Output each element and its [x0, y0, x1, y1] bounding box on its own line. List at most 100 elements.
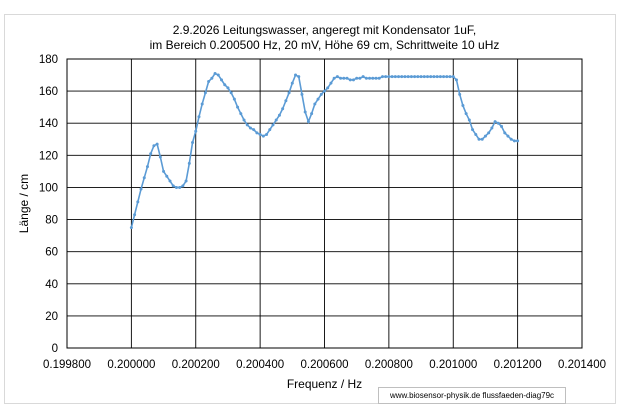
data-point: [390, 75, 394, 79]
data-point: [329, 81, 333, 85]
data-point: [326, 86, 330, 90]
y-tick-label: 20: [45, 311, 58, 323]
data-point: [129, 226, 133, 230]
data-point: [271, 123, 275, 127]
data-point: [248, 126, 252, 130]
data-point: [384, 75, 388, 79]
data-point: [380, 75, 384, 79]
data-point: [133, 213, 137, 217]
data-point: [419, 75, 423, 79]
data-point: [223, 83, 227, 87]
data-point: [467, 118, 471, 122]
data-point: [174, 185, 178, 189]
data-point: [310, 112, 314, 116]
x-tick-label: 0.200400: [236, 359, 284, 371]
data-point: [290, 81, 294, 85]
y-tick-label: 120: [39, 150, 58, 162]
data-point: [145, 165, 149, 169]
plot-area-border: [66, 58, 583, 349]
y-tick-label: 180: [39, 54, 58, 66]
data-point: [184, 179, 188, 183]
data-point: [464, 112, 468, 116]
y-tick-label: 100: [39, 182, 58, 194]
data-point: [274, 118, 278, 122]
y-tick-label: 0: [52, 343, 58, 355]
data-point: [197, 115, 201, 119]
data-point: [377, 76, 381, 80]
data-point: [506, 134, 510, 138]
data-point: [387, 75, 391, 79]
data-point: [483, 134, 487, 138]
axes: [66, 58, 583, 349]
data-point: [461, 104, 465, 108]
data-point: [429, 75, 433, 79]
data-point: [487, 131, 491, 135]
data-point: [242, 118, 246, 122]
data-point: [203, 91, 207, 95]
source-credit[interactable]: www.biosensor-physik.de flussfaeden-diag…: [378, 387, 566, 404]
chart-title-line: im Bereich 0.200500 Hz, 20 mV, Höhe 69 c…: [150, 38, 500, 52]
x-axis-label: Frequenz / Hz: [287, 377, 362, 391]
data-point: [245, 123, 249, 127]
data-point: [200, 102, 204, 106]
data-point: [136, 200, 140, 204]
data-point: [142, 176, 146, 180]
x-tick-label: 0.200000: [107, 359, 155, 371]
data-point: [400, 75, 404, 79]
x-tick-label: 0.200800: [365, 359, 413, 371]
data-point: [416, 75, 420, 79]
x-tick-label: 0.201200: [494, 359, 542, 371]
data-point: [397, 75, 401, 79]
data-point: [368, 76, 372, 80]
data-point: [361, 75, 365, 79]
data-point: [194, 129, 198, 133]
data-point: [393, 75, 397, 79]
data-point: [149, 152, 153, 156]
data-point: [226, 86, 230, 90]
y-axis-label: Länge / cm: [17, 174, 31, 233]
data-point: [316, 97, 320, 101]
data-point: [319, 92, 323, 96]
x-tick-label: 0.199800: [43, 359, 91, 371]
data-point: [181, 184, 185, 188]
data-point: [261, 134, 265, 138]
data-point: [493, 120, 497, 124]
data-point: [374, 76, 378, 80]
data-point: [313, 102, 317, 106]
data-point: [448, 75, 452, 79]
data-point: [422, 75, 426, 79]
data-point: [442, 75, 446, 79]
data-point: [168, 179, 172, 183]
titles-and-axis-labels: 2.9.2026 Leitungswasser, angeregt mit Ko…: [17, 23, 499, 391]
data-point: [216, 73, 220, 77]
data-point: [255, 131, 259, 135]
data-point: [229, 91, 233, 95]
data-point: [303, 110, 307, 114]
data-point: [191, 140, 195, 144]
data-point: [287, 91, 291, 95]
data-point: [165, 174, 169, 178]
data-point: [471, 128, 475, 132]
data-point: [458, 92, 462, 96]
data-point: [496, 121, 500, 125]
grid-lines: [66, 58, 583, 349]
y-tick-label: 80: [45, 215, 58, 227]
data-point: [178, 185, 182, 189]
chart-frame: [4, 14, 616, 404]
data-point: [474, 132, 478, 136]
y-tick-label: 160: [39, 86, 58, 98]
data-point: [438, 75, 442, 79]
data-point: [500, 124, 504, 128]
data-point: [409, 75, 413, 79]
data-point: [300, 92, 304, 96]
data-point: [348, 78, 352, 82]
data-point: [371, 76, 375, 80]
data-point: [332, 76, 336, 80]
data-point: [477, 137, 481, 141]
data-point: [512, 139, 516, 143]
data-point: [265, 132, 269, 136]
data-point: [339, 76, 343, 80]
data-point: [268, 128, 272, 132]
x-tick-label: 0.200200: [172, 359, 220, 371]
data-point: [277, 113, 281, 117]
